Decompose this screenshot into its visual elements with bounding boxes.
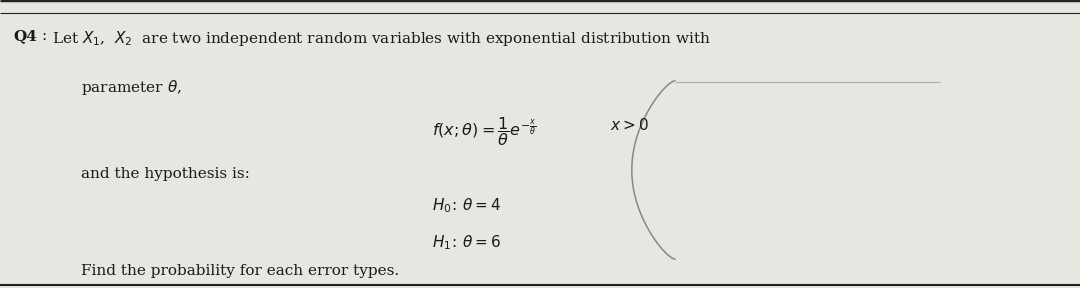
- Text: Q4: Q4: [13, 29, 37, 43]
- Text: $H_1\!:\: \theta = 6$: $H_1\!:\: \theta = 6$: [432, 233, 501, 252]
- Text: $H_0\!:\: \theta = 4$: $H_0\!:\: \theta = 4$: [432, 196, 501, 215]
- Text: Let $X_1$,  $X_2$  are two independent random variables with exponential distrib: Let $X_1$, $X_2$ are two independent ran…: [52, 29, 711, 48]
- Text: $f(x;\theta) = \dfrac{1}{\theta}e^{-\frac{x}{\theta}}$: $f(x;\theta) = \dfrac{1}{\theta}e^{-\fra…: [432, 115, 537, 148]
- Text: Find the probability for each error types.: Find the probability for each error type…: [81, 264, 400, 278]
- Text: $x>0$: $x>0$: [610, 117, 649, 133]
- Text: :: :: [41, 29, 46, 43]
- Text: parameter $\theta$,: parameter $\theta$,: [81, 78, 181, 97]
- Text: and the hypothesis is:: and the hypothesis is:: [81, 167, 249, 181]
